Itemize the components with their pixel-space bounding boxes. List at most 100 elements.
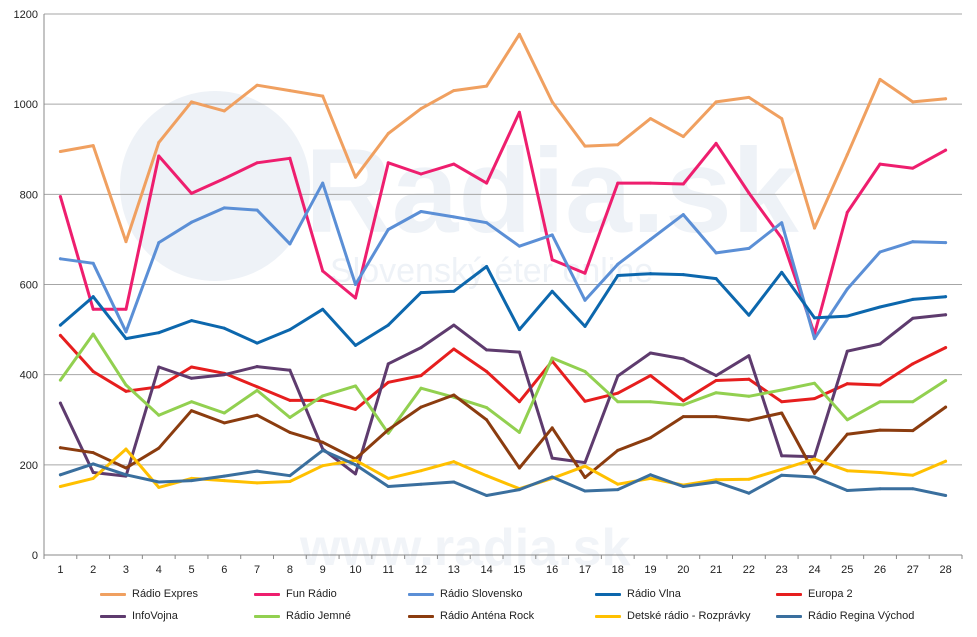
data-point — [485, 181, 489, 185]
data-point — [583, 144, 587, 148]
data-point — [386, 323, 390, 327]
data-point — [616, 482, 620, 486]
data-point — [649, 436, 653, 440]
data-point — [550, 456, 554, 460]
data-point — [550, 356, 554, 360]
data-point — [485, 264, 489, 268]
data-point — [583, 370, 587, 374]
data-point — [91, 476, 95, 480]
data-point — [583, 298, 587, 302]
data-point — [649, 351, 653, 355]
data-point — [681, 357, 685, 361]
data-point — [944, 459, 948, 463]
data-point — [812, 457, 816, 461]
data-point — [58, 378, 62, 382]
data-point — [911, 400, 915, 404]
data-point — [616, 448, 620, 452]
data-point — [550, 258, 554, 262]
data-point — [288, 156, 292, 160]
data-point — [714, 277, 718, 281]
data-point — [681, 213, 685, 217]
data-point — [944, 295, 948, 299]
data-point — [288, 430, 292, 434]
y-tick-label: 200 — [20, 460, 38, 472]
data-point — [91, 332, 95, 336]
data-point — [714, 374, 718, 378]
data-point — [616, 391, 620, 395]
y-tick-label: 0 — [32, 550, 38, 562]
data-point — [419, 469, 423, 473]
data-point — [780, 388, 784, 392]
data-point — [386, 227, 390, 231]
series-line — [58, 332, 948, 435]
data-point — [780, 473, 784, 477]
data-point — [190, 191, 194, 195]
data-point — [911, 166, 915, 170]
data-point — [91, 295, 95, 299]
data-point — [124, 383, 128, 387]
data-point — [124, 307, 128, 311]
data-point — [583, 475, 587, 479]
data-point — [190, 365, 194, 369]
data-point — [812, 475, 816, 479]
data-point — [681, 415, 685, 419]
watermark-logo-circle — [120, 91, 310, 281]
x-tick-label: 6 — [221, 564, 227, 576]
data-point — [190, 100, 194, 104]
data-point — [845, 432, 849, 436]
data-point — [878, 162, 882, 166]
data-point — [321, 464, 325, 468]
data-point — [386, 428, 390, 432]
x-tick-label: 11 — [383, 564, 394, 576]
y-tick-label: 800 — [20, 189, 38, 201]
data-point — [714, 379, 718, 383]
data-point — [812, 471, 816, 475]
data-point — [321, 307, 325, 311]
data-point — [649, 400, 653, 404]
data-point — [845, 489, 849, 493]
data-point — [649, 473, 653, 477]
data-point — [517, 244, 521, 248]
data-point — [353, 283, 357, 286]
data-point — [222, 421, 226, 425]
data-point — [747, 491, 751, 495]
series-line — [58, 265, 948, 347]
legend-item: Rádio Regina Východ — [776, 608, 956, 624]
data-point — [649, 117, 653, 121]
data-point — [91, 451, 95, 455]
data-point — [124, 473, 128, 477]
data-point — [812, 397, 816, 401]
data-point — [485, 418, 489, 422]
data-point — [747, 477, 751, 481]
data-point — [681, 403, 685, 407]
data-point — [452, 215, 456, 219]
data-point — [157, 413, 161, 417]
data-point — [124, 389, 128, 393]
data-point — [91, 307, 95, 311]
data-point — [419, 107, 423, 111]
legend-label: InfoVojna — [132, 610, 178, 622]
data-point — [747, 246, 751, 250]
data-point — [550, 475, 554, 479]
data-point — [845, 382, 849, 386]
data-point — [58, 333, 62, 337]
legend-label: Fun Rádio — [286, 588, 337, 600]
data-point — [616, 400, 620, 404]
data-point — [386, 131, 390, 135]
legend-swatch — [595, 592, 621, 596]
legend-item: Rádio Expres — [100, 586, 254, 602]
data-point — [780, 270, 784, 274]
data-point — [58, 150, 62, 154]
data-point — [419, 405, 423, 409]
data-point — [419, 374, 423, 378]
data-point — [288, 368, 292, 372]
data-point — [58, 401, 62, 405]
data-point — [386, 380, 390, 384]
data-point — [255, 388, 259, 392]
data-point — [681, 273, 685, 277]
data-point — [58, 484, 62, 488]
data-point — [222, 411, 226, 415]
legend-swatch — [595, 614, 621, 618]
data-point — [124, 240, 128, 244]
